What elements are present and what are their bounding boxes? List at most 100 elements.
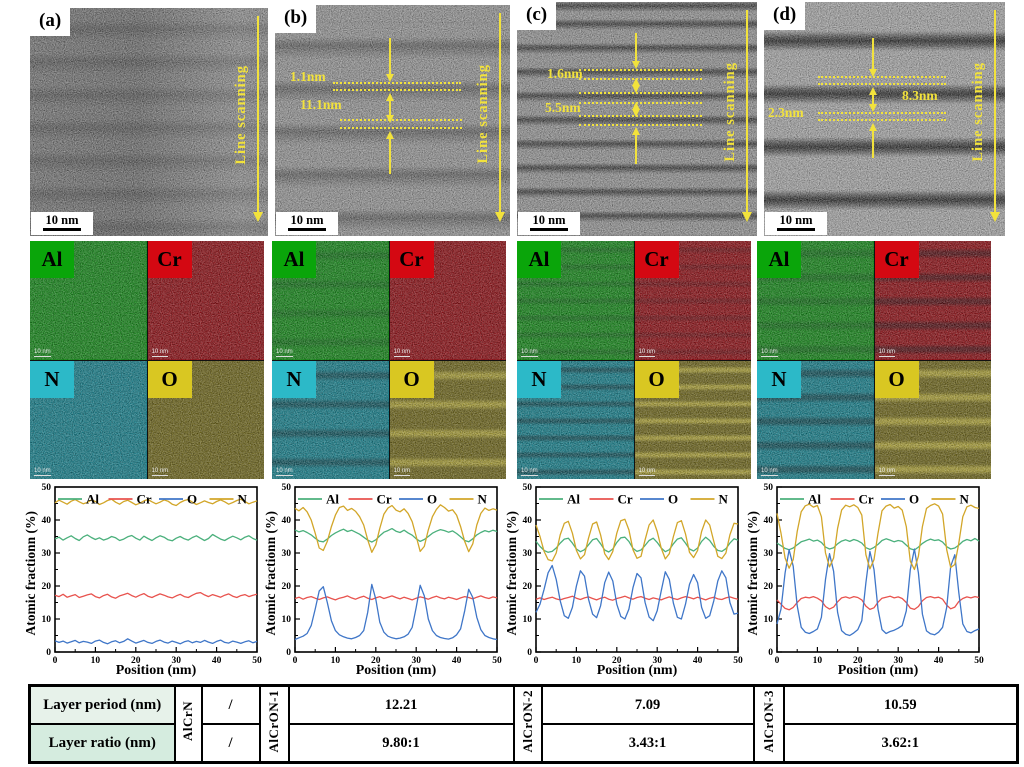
eds-scale-bar: 10 nm [276, 468, 293, 476]
line-scanning-label: Line scanning [970, 62, 986, 162]
eds-map-n: N 10 nm [517, 360, 634, 479]
eds-scale-bar: 10 nm [761, 348, 778, 357]
table-row: Layer period (nm) AlCrN / AlCrON-1 12.21… [28, 684, 1019, 764]
cell-alcron2-ratio: 3.43:1 [540, 723, 755, 764]
line-chart-a: 0 10 20 30 40 50 0 10 20 30 40 50 Al Cr O N [42, 483, 263, 666]
eds-map-cr: Cr 10 nm [147, 241, 264, 360]
eds-element-label: Al [517, 241, 561, 278]
svg-text:20: 20 [371, 656, 381, 666]
svg-text:40: 40 [212, 656, 222, 666]
svg-text:40: 40 [282, 516, 292, 526]
line-scanning-arrow [499, 13, 501, 212]
eds-scale-bar: 10 nm [521, 468, 538, 476]
arrow-head-down-icon [253, 212, 263, 222]
eds-scale-bar: 10 nm [34, 348, 51, 357]
svg-text:0: 0 [46, 648, 51, 658]
svg-text:Cr: Cr [377, 492, 392, 507]
dotted-measure-line [340, 119, 462, 121]
scale-bar-text: 10 nm [290, 213, 324, 227]
eds-scale-bar: 10 nm [34, 468, 51, 476]
dotted-measure-line [579, 124, 702, 126]
cell-alcron3-ratio: 3.62:1 [782, 723, 1019, 764]
eds-scale-bar: 10 nm [521, 348, 538, 357]
svg-text:50: 50 [282, 483, 292, 493]
svg-text:0: 0 [53, 656, 58, 666]
svg-text:10: 10 [331, 656, 341, 666]
eds-element-label: N [757, 360, 801, 398]
svg-text:0: 0 [293, 656, 298, 666]
x-axis-label: Position (nm) [837, 663, 919, 678]
eds-map-group-d: Al 10 nm Cr 10 nm N 10 nm O 10 nm [757, 241, 991, 479]
svg-text:30: 30 [42, 549, 52, 559]
eds-map-n: N 10 nm [272, 360, 389, 479]
scale-bar: 10 nm [31, 212, 93, 235]
line-chart-d: 0 10 20 30 40 50 0 10 20 30 40 50 Al Cr O N [764, 483, 985, 666]
arrow-head-down-icon [869, 104, 877, 112]
x-axis-label: Position (nm) [115, 663, 197, 678]
eds-element-label: Cr [634, 241, 679, 278]
tem-panel-c: (c) 1.6nm 5.5nm 10 nm Line scanning [517, 2, 757, 236]
svg-text:10: 10 [42, 615, 52, 625]
eds-scale-bar: 10 nm [151, 468, 169, 476]
svg-text:30: 30 [171, 656, 181, 666]
measure-label: 1.6nm [547, 66, 583, 81]
tem-texture [517, 2, 757, 236]
svg-text:50: 50 [733, 656, 743, 666]
dotted-measure-line [818, 112, 946, 114]
svg-text:30: 30 [764, 549, 774, 559]
line-scanning-label: Line scanning [475, 63, 491, 164]
svg-text:0: 0 [775, 656, 780, 666]
svg-text:O: O [668, 492, 678, 507]
panel-label: (c) [517, 2, 557, 30]
cell-alcron3-period: 10.59 [782, 684, 1019, 725]
eds-element-label: Al [30, 241, 74, 278]
line-chart-b: 0 10 20 30 40 50 0 10 20 30 40 50 Al Cr O N [282, 483, 503, 666]
line-scanning-label: Line scanning [722, 62, 738, 162]
arrow-head-down-icon [632, 61, 640, 69]
dotted-measure-line [579, 102, 702, 104]
eds-scale-bar: 10 nm [638, 348, 656, 357]
scale-bar-line [530, 228, 568, 231]
measure-label: 1.1nm [290, 69, 326, 84]
svg-text:O: O [187, 492, 197, 507]
eds-scale-bar: 10 nm [393, 348, 411, 357]
eds-map-o: O 10 nm [874, 360, 991, 479]
cell-alcron2-period: 7.09 [540, 684, 755, 725]
svg-text:50: 50 [492, 656, 502, 666]
group-header-alcron1: AlCrON-1 [258, 684, 290, 764]
eds-scale-bar: 10 nm [638, 468, 656, 476]
dotted-measure-line [333, 82, 461, 84]
dotted-measure-line [579, 78, 702, 80]
svg-text:10: 10 [813, 656, 823, 666]
eds-scale-bar: 10 nm [878, 468, 896, 476]
line-scanning-arrow [746, 10, 748, 212]
svg-text:N: N [960, 492, 970, 507]
svg-text:Al: Al [808, 492, 821, 507]
scale-bar-line [288, 228, 326, 231]
eds-element-label: N [30, 360, 74, 398]
scale-bar-text: 10 nm [45, 213, 79, 227]
row-header-layer-ratio: Layer ratio (nm) [28, 723, 176, 764]
measure-label: 8.3nm [902, 88, 938, 103]
scale-bar-text: 10 nm [779, 213, 813, 227]
svg-text:50: 50 [42, 483, 52, 493]
eds-map-al: Al 10 nm [517, 241, 634, 360]
arrow-head-down-icon [742, 212, 752, 222]
svg-text:30: 30 [523, 549, 533, 559]
eds-element-label: O [389, 360, 434, 398]
svg-text:10: 10 [282, 615, 292, 625]
measure-label: 11.1nm [300, 97, 342, 112]
svg-text:20: 20 [612, 656, 622, 666]
dotted-measure-line [579, 69, 702, 71]
svg-text:0: 0 [286, 648, 291, 658]
svg-text:10: 10 [523, 615, 533, 625]
tem-panel-b: (b) 1.1nm 11.1nm 10 nm Line scanning [275, 5, 510, 236]
measure-label: 2.3nm [768, 105, 804, 120]
x-axis-label: Position (nm) [355, 663, 437, 678]
eds-element-label: Al [757, 241, 801, 278]
svg-text:Cr: Cr [137, 492, 152, 507]
dotted-measure-line [818, 76, 946, 78]
svg-text:40: 40 [693, 656, 703, 666]
eds-scale-bar: 10 nm [878, 348, 896, 357]
